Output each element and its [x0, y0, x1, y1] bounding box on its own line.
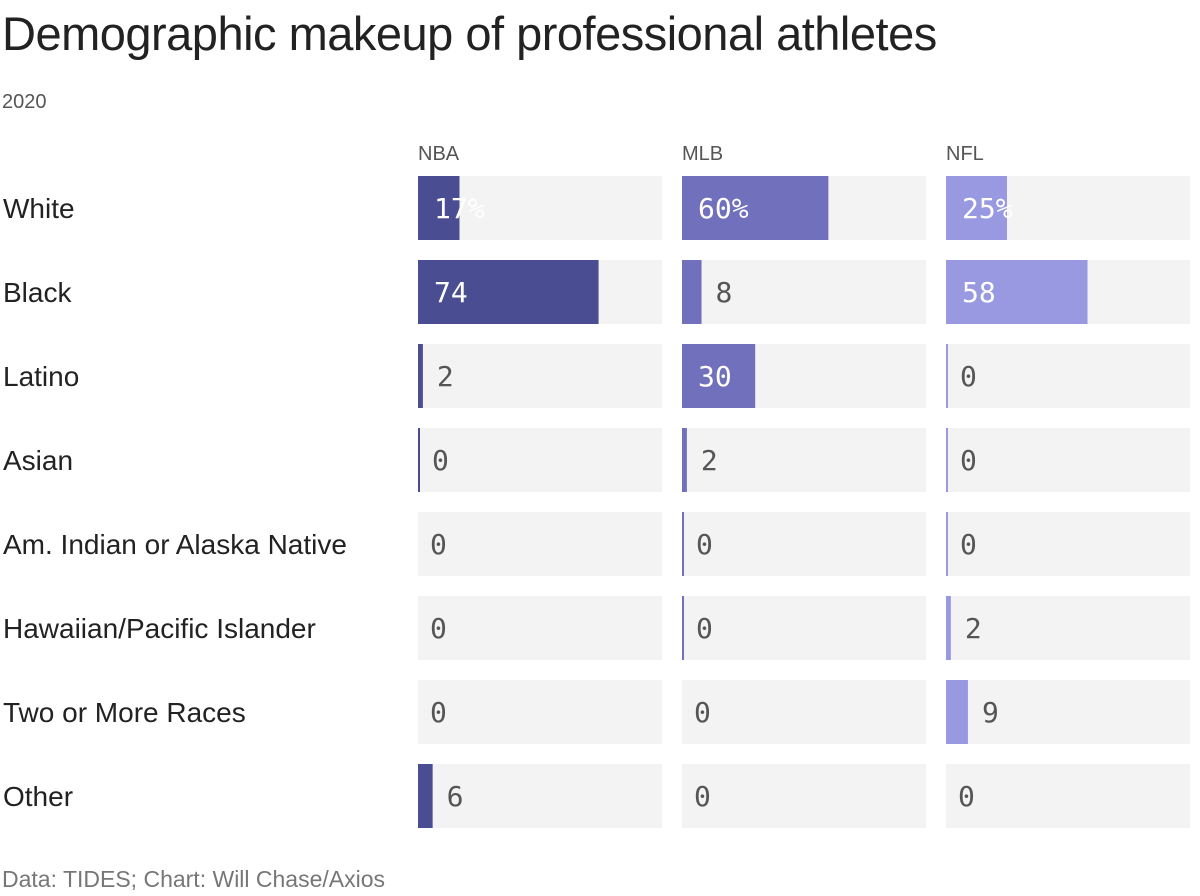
data-label: 8 — [716, 276, 733, 309]
bar-nfl — [946, 428, 948, 492]
data-label: 74 — [434, 276, 468, 309]
bar-track — [682, 680, 926, 744]
bar-mlb — [682, 176, 829, 240]
chart-source-note: Data: TIDES; Chart: Will Chase/Axios — [2, 866, 386, 892]
data-label: 0 — [694, 780, 711, 813]
bar-track — [682, 764, 926, 828]
data-label: 2 — [437, 360, 454, 393]
bar-track — [682, 596, 926, 660]
data-label: 30 — [698, 360, 732, 393]
data-label: 0 — [432, 444, 449, 477]
bar-track — [682, 428, 926, 492]
bar-track — [946, 680, 1190, 744]
data-label: 0 — [958, 780, 975, 813]
row-label: Asian — [3, 445, 73, 476]
data-label: 0 — [696, 612, 713, 645]
data-label: 0 — [430, 612, 447, 645]
column-label-nba: NBA — [418, 143, 460, 165]
bar-nba — [418, 764, 433, 828]
bar-track — [418, 344, 662, 408]
bar-track — [418, 428, 662, 492]
data-label: 0 — [960, 528, 977, 561]
bar-track — [946, 512, 1190, 576]
bar-track — [946, 596, 1190, 660]
row-label: Other — [3, 781, 73, 812]
data-label: 0 — [430, 528, 447, 561]
bar-track — [418, 764, 662, 828]
row-label: Hawaiian/Pacific Islander — [3, 613, 316, 644]
bar-nba — [418, 428, 420, 492]
data-label: 2 — [965, 612, 982, 645]
column-label-nfl: NFL — [946, 143, 984, 165]
data-label: 0 — [960, 360, 977, 393]
bar-nba — [418, 344, 423, 408]
bar-nfl — [946, 176, 1007, 240]
row-label: Black — [3, 277, 72, 308]
bar-track — [682, 512, 926, 576]
bar-mlb — [682, 344, 756, 408]
data-label: 9 — [982, 696, 999, 729]
data-label: 60% — [698, 192, 749, 225]
data-label: 58 — [962, 276, 996, 309]
bar-track — [418, 680, 662, 744]
bar-mlb — [682, 512, 684, 576]
bar-nba — [418, 176, 460, 240]
bar-chart: NBA MLB NFL White Black Latino Asian Am. Indian… — [3, 143, 1190, 828]
data-label: 0 — [696, 528, 713, 561]
row-label: Am. Indian or Alaska Native — [3, 529, 347, 560]
column-label-mlb: MLB — [682, 143, 723, 165]
bar-track — [946, 428, 1190, 492]
bar-nfl — [946, 680, 968, 744]
data-label: 25% — [962, 192, 1013, 225]
data-label: 17% — [434, 192, 485, 225]
bar-nfl — [946, 512, 948, 576]
bar-nfl — [946, 596, 951, 660]
bar-track — [682, 260, 926, 324]
bar-nba — [418, 260, 599, 324]
row-label: Two or More Races — [3, 697, 246, 728]
bar-track — [418, 596, 662, 660]
bar-nfl — [946, 344, 948, 408]
row-label: White — [3, 193, 75, 224]
chart-title: Demographic makeup of professional athle… — [2, 7, 937, 60]
bar-mlb — [682, 596, 684, 660]
bar-track — [946, 764, 1190, 828]
bar-mlb — [682, 260, 702, 324]
data-label: 0 — [960, 444, 977, 477]
bar-nfl — [946, 260, 1088, 324]
bar-track — [946, 344, 1190, 408]
row-label: Latino — [3, 361, 79, 392]
data-label: 6 — [447, 780, 464, 813]
data-label: 2 — [701, 444, 718, 477]
chart-subtitle: 2020 — [2, 91, 47, 113]
bar-track — [418, 512, 662, 576]
bar-mlb — [682, 428, 687, 492]
data-label: 0 — [430, 696, 447, 729]
data-label: 0 — [694, 696, 711, 729]
